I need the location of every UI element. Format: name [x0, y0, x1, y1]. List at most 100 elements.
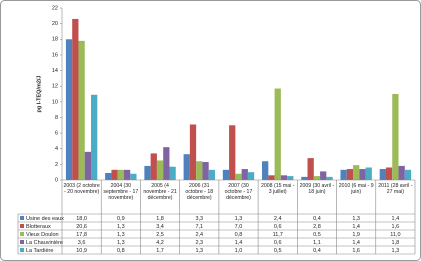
data-table-cell: 1,3: [352, 216, 360, 222]
data-table-cell: 1,1: [313, 240, 321, 246]
bar: [313, 176, 321, 180]
y-tick-label: 10: [52, 99, 58, 105]
x-tick-label: 2011 (28 avril - 27 mai): [378, 183, 413, 195]
x-tick-label: 2006 (31 octobre - 18 décembre): [185, 183, 214, 201]
bar: [196, 161, 203, 180]
bar: [111, 169, 118, 180]
y-tick-label: 0: [55, 177, 58, 183]
data-table-cell: 4,2: [156, 240, 164, 246]
data-table-cell: 2,3: [195, 240, 203, 246]
data-table-cell: 11,7: [273, 232, 283, 238]
bar: [379, 169, 386, 180]
bar: [183, 154, 190, 180]
bar: [222, 169, 230, 180]
bar: [404, 169, 412, 180]
x-tick-label: 2007 (30 octobre - 17 décembre): [224, 183, 253, 201]
bar: [268, 175, 275, 180]
legend-swatch: [20, 248, 24, 252]
data-table-cell: 3,4: [156, 224, 164, 230]
data-table-cell: 11,0: [390, 232, 400, 238]
bar: [326, 176, 333, 180]
x-tick-label: 2009 (30 avril - 18 juin): [299, 183, 335, 195]
bar: [208, 169, 215, 180]
y-tick-label: 20: [52, 21, 58, 27]
legend-label: La Chauvinière: [26, 240, 63, 246]
data-table-cell: 0,6: [274, 240, 282, 246]
data-table-cell: 1,3: [117, 240, 125, 246]
data-table-cell: 0,8: [235, 232, 243, 238]
bar: [91, 94, 98, 180]
legend-label: Blotteraux: [26, 224, 51, 230]
data-table-cell: 1,3: [392, 248, 400, 254]
data-table-cell: 17,8: [76, 232, 87, 238]
bar: [346, 169, 354, 180]
legend-swatch: [20, 232, 24, 236]
bar: [365, 167, 372, 180]
legend-label: Usine des eaux: [26, 216, 64, 222]
bar: [189, 124, 197, 180]
data-table-cell: 1,7: [156, 248, 164, 254]
data-table-cell: 0,4: [313, 216, 321, 222]
data-table-cell: 1,9: [352, 232, 360, 238]
bar: [392, 94, 399, 180]
data-table-cell: 0,9: [117, 216, 125, 222]
x-tick-label: 2004 (30 septembre - 17 novembre): [103, 183, 139, 201]
bar: [65, 39, 73, 180]
bar: [398, 165, 405, 180]
data-table-cell: 10,9: [76, 248, 87, 254]
legend-swatch: [20, 240, 24, 244]
data-table-cell: 1,3: [235, 216, 243, 222]
bar: [123, 169, 131, 180]
bar: [385, 167, 393, 180]
data-table-cell: 0,5: [274, 248, 282, 254]
y-tick-label: 22: [52, 5, 58, 11]
bar: [163, 147, 170, 180]
legend-swatch: [20, 216, 24, 220]
bar: [241, 169, 248, 180]
bar: [262, 161, 269, 180]
bar: [78, 40, 85, 180]
data-table-cell: 1,4: [235, 240, 243, 246]
data-table-cell: 1,6: [392, 224, 400, 230]
data-table-cell: 1,6: [352, 248, 360, 254]
bar: [287, 176, 294, 180]
data-table-cell: 1,4: [392, 216, 400, 222]
y-tick-label: 2: [55, 162, 58, 168]
data-table-cell: 1,8: [156, 216, 164, 222]
data-table-cell: 1,0: [235, 248, 243, 254]
bar: [340, 169, 347, 180]
data-table-cell: 1,4: [352, 224, 360, 230]
data-table-cell: 1,8: [392, 240, 400, 246]
bar: [150, 153, 157, 180]
data-table-cell: 0,5: [313, 232, 321, 238]
data-table-cell: 18,0: [76, 216, 87, 222]
y-axis-title: pg I-TEQ/m2/J: [36, 76, 42, 113]
legend-swatch: [20, 224, 24, 228]
y-tick-label: 18: [52, 37, 58, 43]
data-table-cell: 0,6: [274, 224, 282, 230]
data-table-cell: 7,0: [235, 224, 243, 230]
bar: [274, 88, 281, 180]
bar: [105, 172, 112, 180]
data-table-cell: 2,8: [313, 224, 321, 230]
bar: [247, 172, 255, 180]
data-table-cell: 7,1: [195, 224, 203, 230]
data-table-cell: 20,6: [76, 224, 87, 230]
bar: [169, 166, 176, 180]
data-table-cell: 1,3: [117, 224, 125, 230]
y-tick-label: 4: [55, 146, 58, 152]
x-tick-label: 2010 (6 mai - 9 juin): [338, 183, 374, 195]
bar: [235, 173, 242, 180]
y-tick-label: 6: [55, 131, 58, 137]
y-tick-label: 12: [52, 84, 58, 90]
bar: [353, 165, 360, 180]
data-table-cell: 1,4: [352, 240, 360, 246]
bar: [156, 160, 164, 180]
bar: [202, 162, 209, 180]
data-table-cell: 1,3: [195, 248, 203, 254]
data-table-cell: 2,4: [274, 216, 282, 222]
bar: [301, 176, 308, 180]
bar: [72, 18, 79, 181]
data-table-cell: 0,4: [313, 248, 321, 254]
